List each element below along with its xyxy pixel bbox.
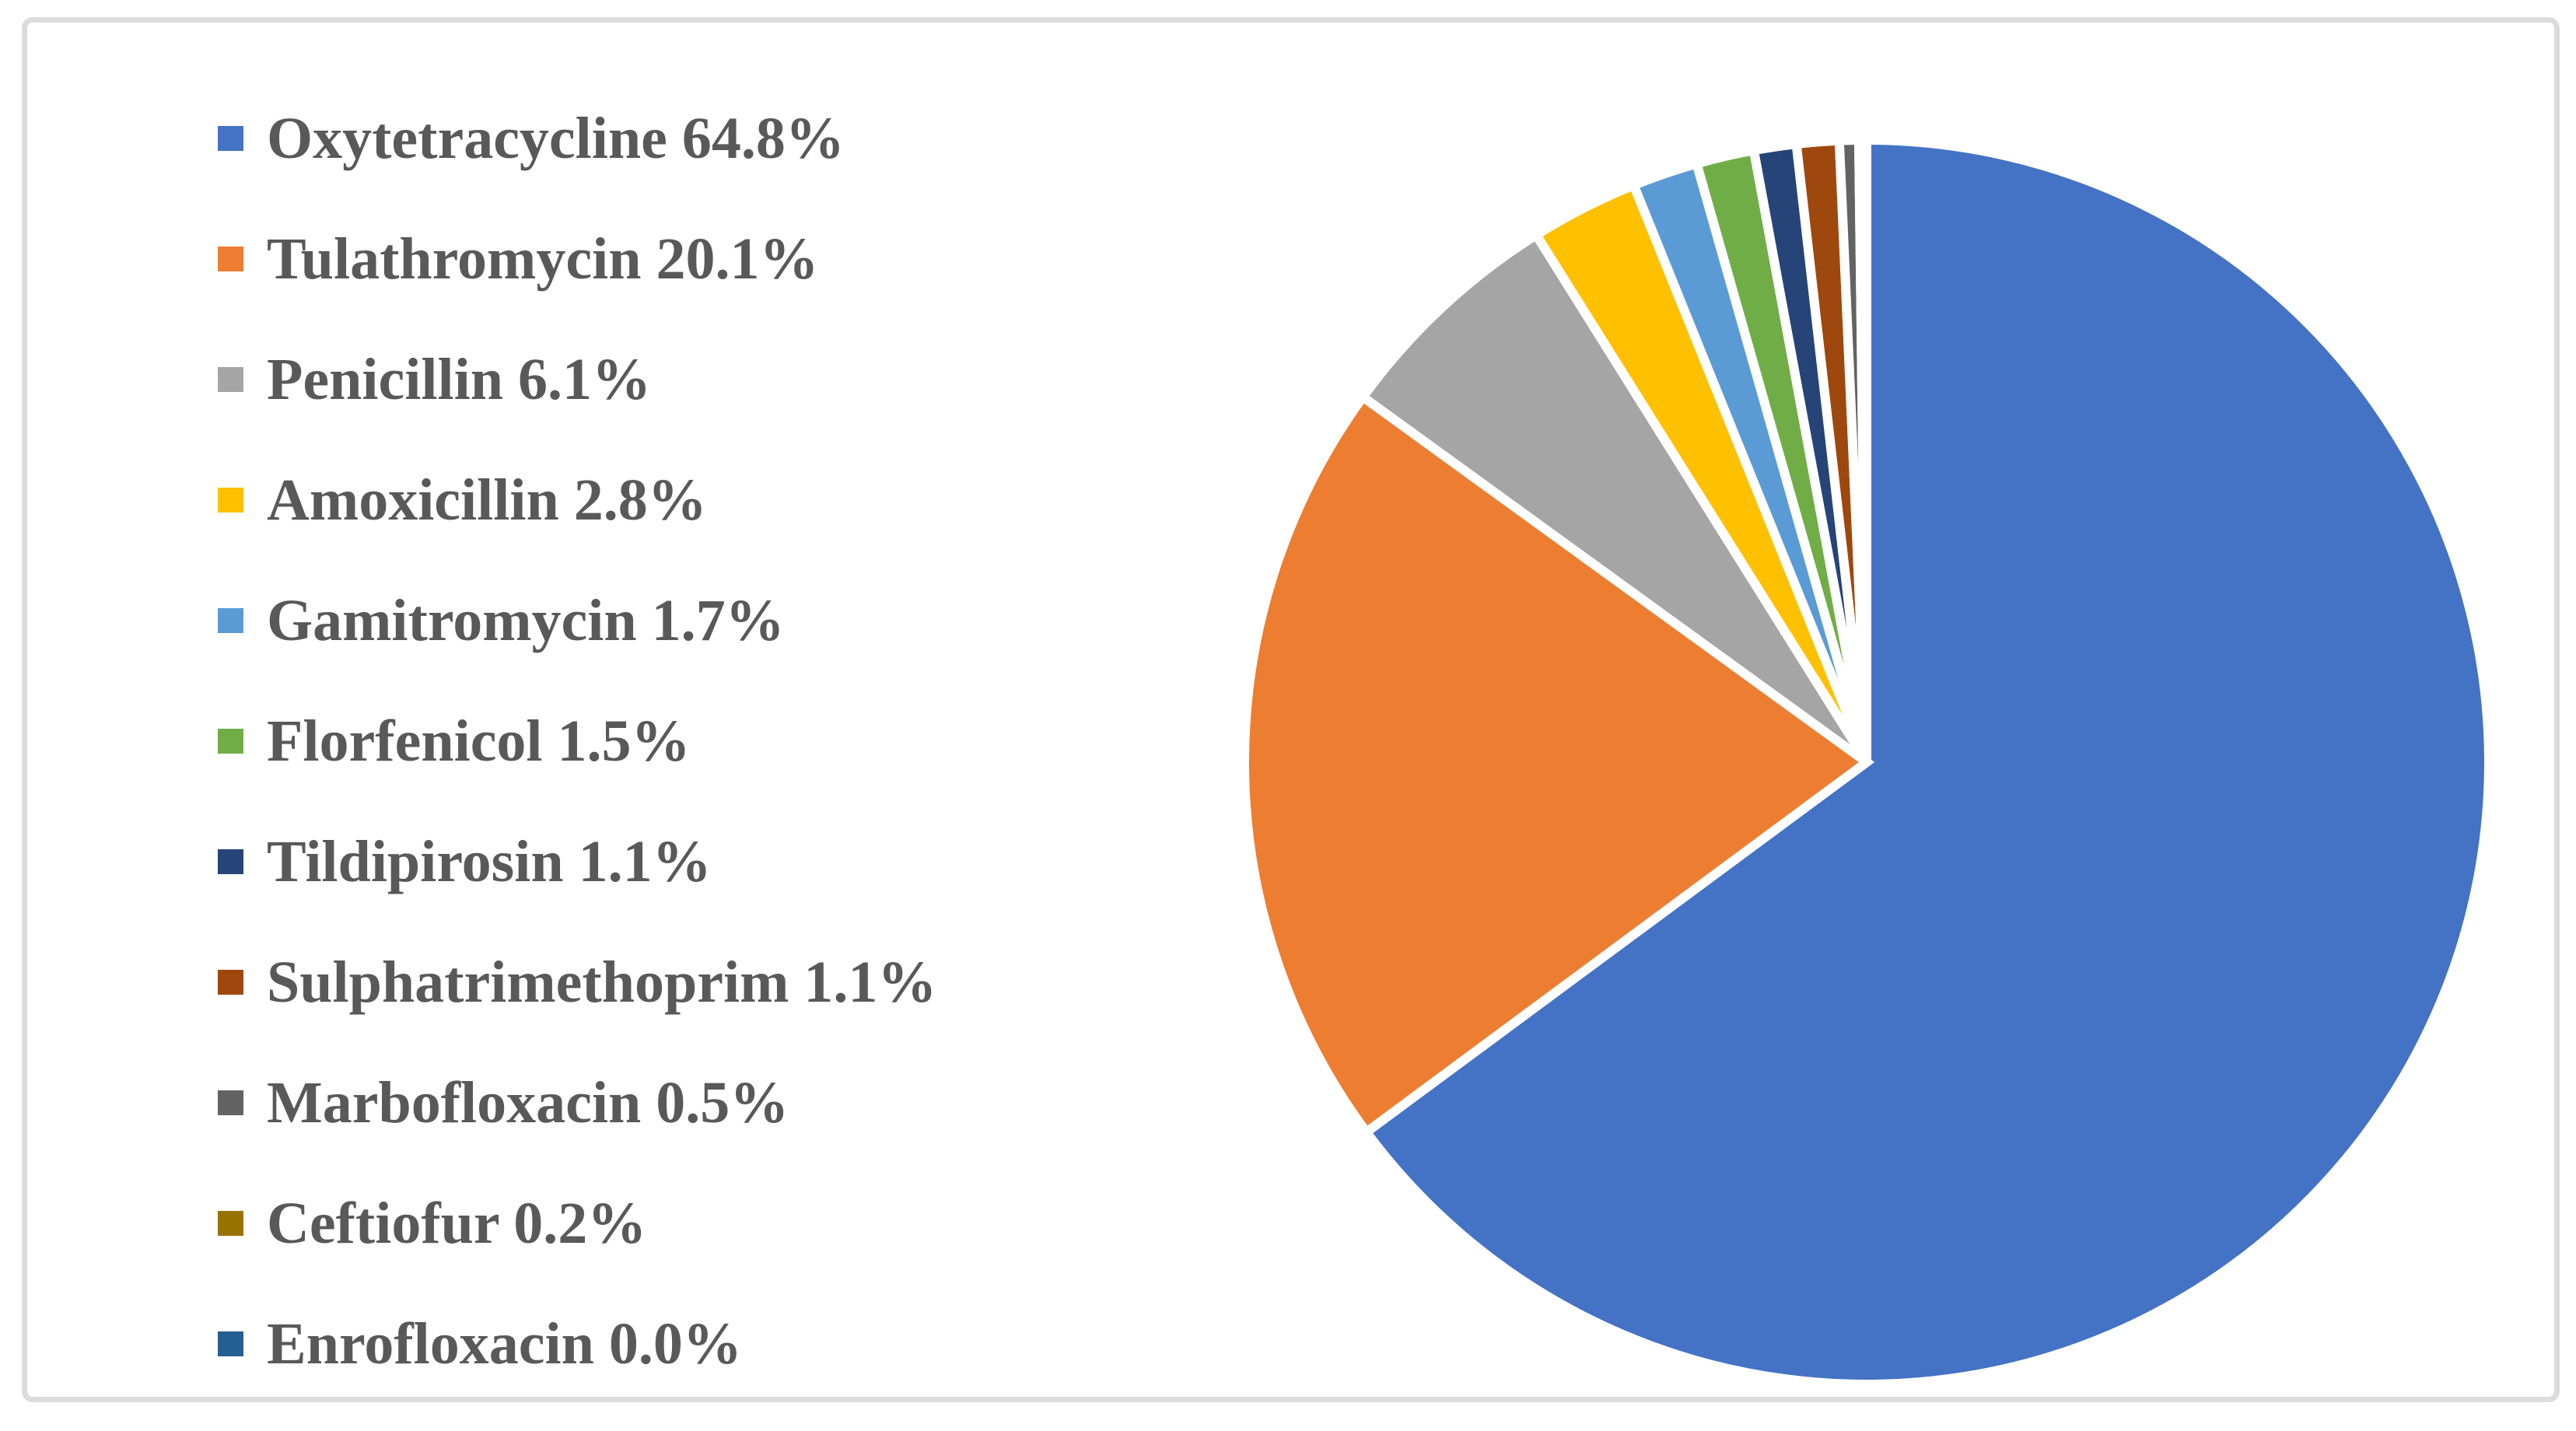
legend-label: Sulphatrimethoprim 1.1% (267, 949, 937, 1015)
legend-label: Gamitromycin 1.7% (267, 587, 785, 653)
legend-swatch-icon (218, 848, 243, 874)
legend-item: Sulphatrimethoprim 1.1% (218, 922, 936, 1042)
legend-swatch-icon (218, 728, 243, 754)
legend-label: Florfenicol 1.5% (267, 708, 691, 774)
legend-item: Marbofloxacin 0.5% (218, 1042, 936, 1163)
pie-slice-tulathromycin (1240, 390, 1875, 1139)
legend-swatch-icon (218, 366, 243, 392)
legend-item: Tildipirosin 1.1% (218, 801, 936, 922)
legend-swatch-icon (218, 246, 243, 271)
pie-slice-penicillin (1356, 228, 1871, 766)
pie-slice-ceftiofur (1853, 135, 1871, 763)
legend-swatch-icon (218, 607, 243, 633)
legend-item: Tulathromycin 20.1% (218, 198, 936, 319)
legend-label: Amoxicillin 2.8% (267, 467, 707, 533)
legend-label: Enrofloxacin 0.0% (267, 1310, 742, 1377)
legend-swatch-icon (218, 487, 243, 513)
legend-item: Gamitromycin 1.7% (218, 560, 936, 681)
legend-label: Tildipirosin 1.1% (267, 828, 712, 894)
legend-label: Oxytetracycline 64.8% (267, 105, 845, 171)
pie-slice-oxytetracycline (1360, 135, 2494, 1389)
legend-item: Amoxicillin 2.8% (218, 439, 936, 560)
legend-item: Oxytetracycline 64.8% (218, 78, 936, 198)
legend-swatch-icon (218, 125, 243, 151)
chart-legend: Oxytetracycline 64.8% Tulathromycin 20.1%… (218, 78, 936, 1404)
legend-label: Marbofloxacin 0.5% (267, 1069, 789, 1135)
legend-swatch-icon (218, 1210, 243, 1236)
legend-swatch-icon (218, 1331, 243, 1356)
legend-item: Penicillin 6.1% (218, 319, 936, 439)
legend-item: Ceftiofur 0.2% (218, 1163, 936, 1283)
legend-label: Ceftiofur 0.2% (267, 1190, 647, 1256)
legend-label: Penicillin 6.1% (267, 346, 651, 412)
legend-label: Tulathromycin 20.1% (267, 226, 819, 292)
legend-item: Florfenicol 1.5% (218, 681, 936, 801)
legend-swatch-icon (218, 969, 243, 995)
legend-swatch-icon (218, 1090, 243, 1115)
legend-item: Enrofloxacin 0.0% (218, 1283, 936, 1404)
pie-chart (1240, 135, 2494, 1389)
